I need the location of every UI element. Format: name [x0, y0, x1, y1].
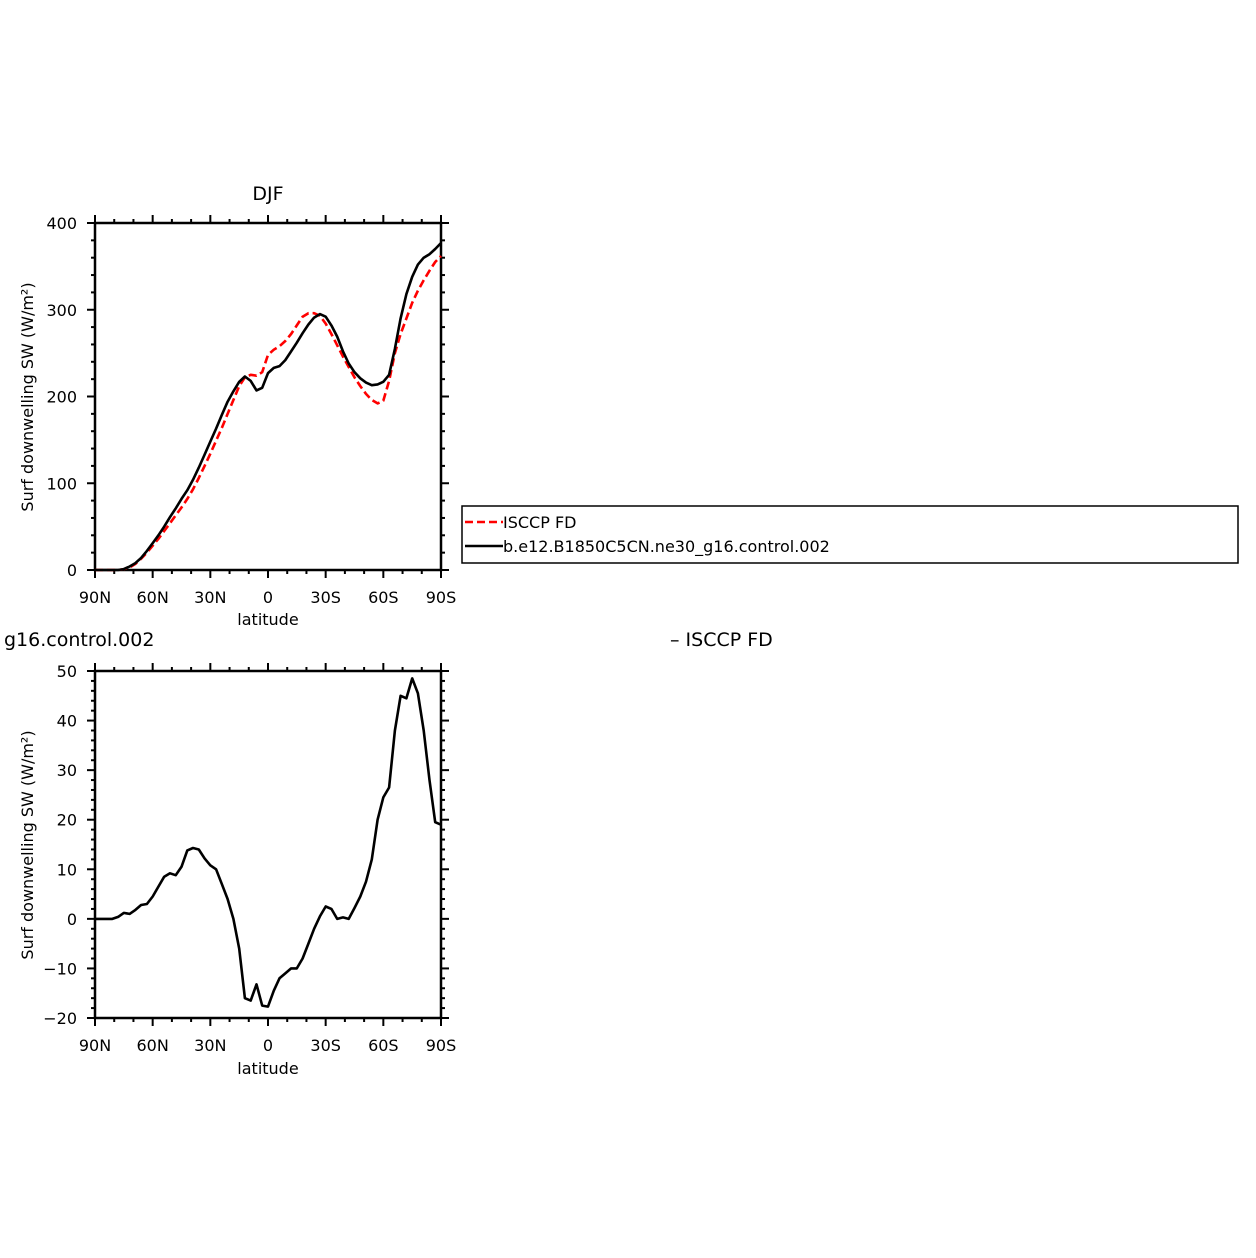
x-tick-label: 60S [368, 588, 399, 607]
bottom-x-axis-title: latitude [237, 1059, 298, 1078]
y-tick-label: 100 [46, 474, 77, 493]
x-tick-label: 60S [368, 1036, 399, 1055]
top-plot-title: DJF [252, 183, 283, 205]
bottom-panel: g16.control.002 – ISCCP FD 90N 60N 30N 0 30S… [4, 629, 773, 1078]
bottom-plot-title: g16.control.002 [4, 629, 154, 651]
x-tick-label: 30S [310, 588, 341, 607]
y-tick-label: 0 [67, 561, 77, 580]
x-tick-label: 0 [263, 588, 273, 607]
series-line-2-1 [95, 677, 442, 1008]
top-y-axis-title: Surf downwelling SW (W/m²) [18, 282, 37, 511]
top-axis-ticks: 90N 60N 30N 0 30S 60S 90S 0 100 200 300 400 [46, 214, 456, 607]
legend-label-model: b.e12.B1850C5CN.ne30_g16.control.002 [503, 537, 830, 557]
x-tick-label: 90N [79, 1036, 111, 1055]
y-tick-label: 30 [57, 761, 77, 780]
x-tick-label: 0 [263, 1036, 273, 1055]
y-tick-label: 0 [67, 910, 77, 929]
x-tick-label: 30N [194, 588, 226, 607]
series-line-1-2 [95, 242, 442, 572]
bottom-axis-ticks: 90N 60N 30N 0 30S 60S 90S −20 −10 0 10 20 30 40 50 [43, 662, 456, 1055]
y-tick-label: 50 [57, 662, 77, 681]
series-line-1-1 [95, 255, 442, 572]
bottom-plot-subtitle: – ISCCP FD [670, 629, 773, 651]
x-tick-label: 90S [426, 1036, 457, 1055]
y-tick-label: 40 [57, 712, 77, 731]
y-tick-label: −10 [43, 959, 77, 978]
x-tick-label: 90N [79, 588, 111, 607]
top-series-group [95, 242, 442, 572]
legend-box [461, 505, 1239, 564]
y-tick-label: −20 [43, 1009, 77, 1028]
top-panel: DJF 90N 60N 30N 0 30S 60S 90S 0 100 200 300 400 lat… [18, 183, 456, 629]
bottom-plot-frame [93, 669, 443, 1020]
y-tick-label: 200 [46, 388, 77, 407]
x-tick-label: 60N [137, 588, 169, 607]
y-tick-label: 400 [46, 214, 77, 233]
y-tick-label: 300 [46, 301, 77, 320]
x-tick-label: 60N [137, 1036, 169, 1055]
x-tick-label: 90S [426, 588, 457, 607]
legend-label-isccp: ISCCP FD [503, 513, 576, 532]
top-x-axis-title: latitude [237, 610, 298, 629]
x-tick-label: 30S [310, 1036, 341, 1055]
legend: ISCCP FD b.e12.B1850C5CN.ne30_g16.contro… [461, 505, 1239, 564]
x-tick-label: 30N [194, 1036, 226, 1055]
bottom-y-axis-title: Surf downwelling SW (W/m²) [18, 730, 37, 959]
bottom-series-group [95, 677, 442, 1008]
top-plot-frame [93, 221, 443, 572]
y-tick-label: 20 [57, 811, 77, 830]
y-tick-label: 10 [57, 860, 77, 879]
